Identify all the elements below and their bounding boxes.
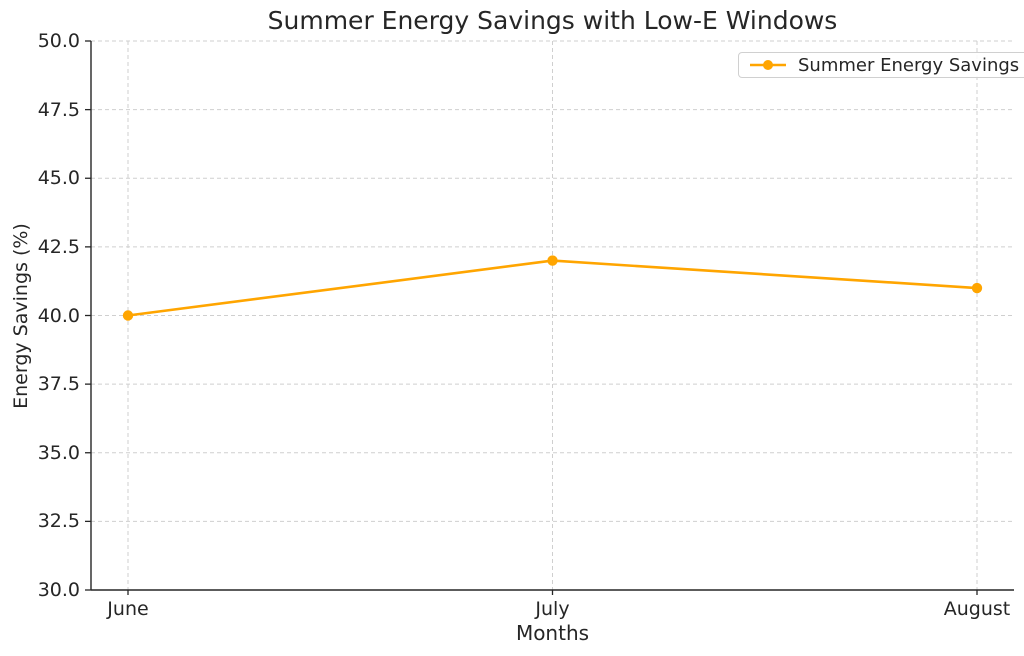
x-axis-label: Months — [515, 621, 590, 645]
y-tick-label: 45.0 — [37, 167, 80, 190]
y-tick-label: 40.0 — [37, 304, 80, 327]
legend-line-marker-icon — [750, 60, 786, 70]
data-point-marker — [547, 255, 558, 266]
data-point-marker — [122, 310, 134, 321]
x-tick-label: June — [107, 598, 149, 620]
y-tick-label: 42.5 — [37, 235, 80, 258]
x-tick-label: August — [943, 598, 1011, 620]
y-tick-label: 32.5 — [37, 510, 80, 533]
y-tick-label: 50.0 — [37, 30, 80, 52]
x-tick-label: July — [535, 598, 570, 620]
y-axis-label: Energy Savings (%) — [10, 223, 32, 409]
chart-title: Summer Energy Savings with Low-E Windows — [267, 6, 838, 35]
legend: Summer Energy Savings — [738, 52, 1024, 78]
y-tick-label: 35.0 — [37, 441, 80, 464]
y-tick-label: 47.5 — [37, 98, 80, 121]
y-tick-label: 30.0 — [37, 579, 80, 601]
data-point-marker — [971, 282, 983, 294]
y-tick-label: 37.5 — [37, 373, 80, 396]
legend-sample-marker — [763, 60, 773, 70]
legend-item-label: Summer Energy Savings — [798, 54, 1020, 76]
